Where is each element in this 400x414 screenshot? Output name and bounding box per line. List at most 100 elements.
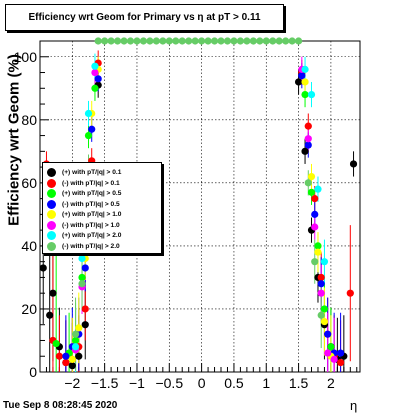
data-point <box>133 37 141 45</box>
y-tick-label: 40 <box>21 238 37 254</box>
data-point <box>49 289 57 297</box>
data-point <box>262 37 270 45</box>
data-point <box>349 160 358 168</box>
legend-marker-icon <box>47 231 56 240</box>
y-tick-label: 60 <box>21 175 37 191</box>
data-point <box>94 37 102 45</box>
data-point <box>243 37 251 45</box>
legend-label: (+) with pT/|q| > 0.5 <box>62 190 122 197</box>
legend-entry: (+) with pT/|q| > 1.0 <box>47 209 121 220</box>
data-point <box>294 78 303 86</box>
data-point <box>327 343 335 351</box>
data-point <box>146 37 154 45</box>
data-point <box>62 358 70 367</box>
data-point <box>324 349 332 357</box>
data-point <box>191 37 199 45</box>
data-point <box>346 289 354 297</box>
data-point <box>320 258 329 266</box>
data-point <box>94 75 102 83</box>
x-tick-label: 2 <box>327 375 335 391</box>
data-point <box>68 362 76 370</box>
legend-entry: (+) with pT/|q| > 2.0 <box>47 230 121 241</box>
legend-label: (-) with pT/|q| > 2.0 <box>62 242 120 250</box>
data-point <box>307 90 316 99</box>
y-axis-label: Efficiency wrt Geom (%) <box>5 54 23 226</box>
data-point <box>84 109 93 118</box>
data-point <box>317 289 325 297</box>
data-point <box>307 188 316 196</box>
data-point <box>301 65 309 73</box>
data-point <box>337 358 345 367</box>
data-point <box>256 37 264 45</box>
data-point <box>185 37 193 45</box>
data-point <box>71 330 80 338</box>
legend-marker-icon <box>47 241 56 251</box>
data-point <box>210 37 219 45</box>
x-tick-label: −2 <box>64 375 80 391</box>
legend-marker-icon <box>47 220 56 230</box>
legend-label: (+) with pT/|q| > 2.0 <box>62 232 122 239</box>
data-point <box>120 37 128 45</box>
data-point <box>165 37 173 45</box>
data-point <box>126 37 135 45</box>
data-point <box>230 37 238 45</box>
data-point <box>311 223 319 231</box>
legend-entry: (-) with pT/|q| > 2.0 <box>47 241 120 252</box>
data-point <box>294 37 303 45</box>
legend-label: (+) with pT/|q| > 1.0 <box>62 211 122 218</box>
y-tick-label: 100 <box>14 49 38 65</box>
data-point <box>91 68 99 77</box>
data-point <box>249 37 257 45</box>
data-point <box>288 37 296 45</box>
data-point <box>311 195 319 203</box>
data-point <box>307 172 316 181</box>
data-point <box>198 37 206 45</box>
data-point <box>101 37 109 45</box>
x-tick-label: −1 <box>129 375 145 391</box>
data-point <box>172 37 180 45</box>
data-point <box>107 37 115 45</box>
data-point <box>275 37 283 45</box>
data-point <box>78 280 86 288</box>
x-tick-label: 0.5 <box>224 375 244 391</box>
data-point <box>78 254 86 263</box>
data-point <box>68 355 76 363</box>
data-point <box>324 330 332 338</box>
x-tick-label: −1.5 <box>91 375 119 391</box>
data-point <box>91 84 99 92</box>
legend-entry: (+) with pT/|q| > 0.5 <box>47 188 121 199</box>
data-point <box>78 273 86 282</box>
data-point <box>269 37 277 45</box>
y-tick-label: 80 <box>21 112 37 128</box>
data-point <box>304 122 312 130</box>
data-point <box>304 179 312 187</box>
data-point <box>223 37 232 45</box>
legend-marker-icon <box>47 199 56 209</box>
data-point <box>317 273 325 282</box>
data-point <box>204 37 212 45</box>
data-point <box>301 147 309 155</box>
data-point <box>113 37 122 45</box>
data-point <box>91 62 99 70</box>
x-tick-label: 1 <box>262 375 270 391</box>
data-point <box>178 37 186 45</box>
data-point <box>317 311 325 319</box>
data-point <box>39 264 47 272</box>
data-point <box>81 264 89 272</box>
x-tick-label: 0 <box>198 375 206 391</box>
chart-title: Efficiency wrt Geom for Primary vs η at … <box>5 4 284 31</box>
data-point <box>311 258 319 266</box>
data-point <box>55 352 63 360</box>
data-point <box>337 349 345 357</box>
data-point <box>236 37 245 45</box>
data-point <box>46 311 54 319</box>
data-point <box>320 317 329 326</box>
legend-marker-icon <box>47 178 56 188</box>
y-tick-label: 0 <box>29 364 37 380</box>
data-point <box>314 248 322 256</box>
data-point <box>75 352 83 360</box>
data-point <box>320 305 329 313</box>
data-point <box>81 321 89 329</box>
legend-entry: (-) with pT/|q| > 1.0 <box>47 220 120 231</box>
